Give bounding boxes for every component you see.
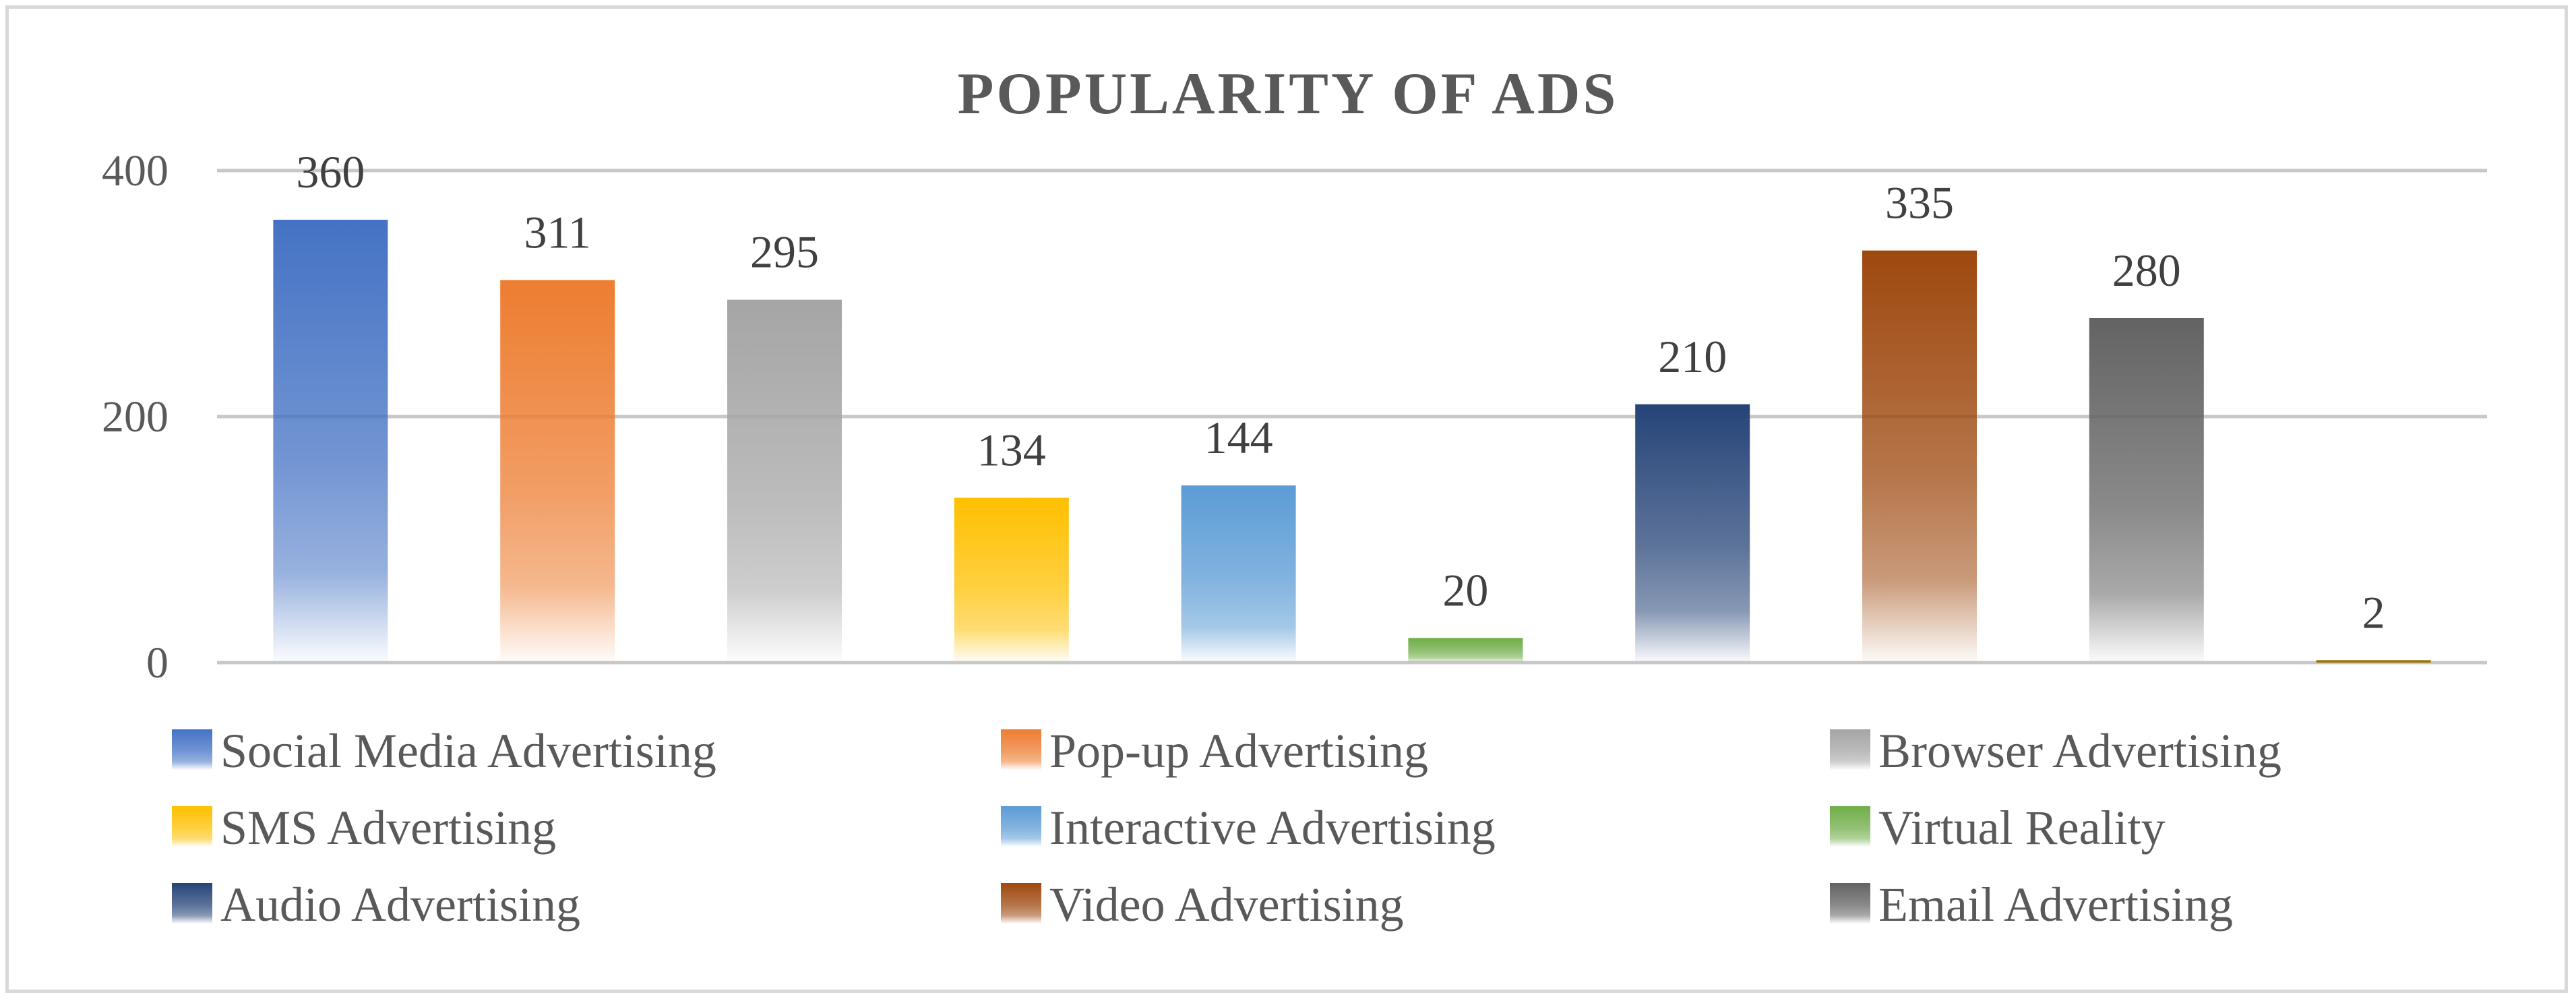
legend-item-label: Audio Advertising (220, 878, 580, 932)
bar (1862, 250, 1977, 663)
bar (500, 280, 615, 663)
legend-swatch (1830, 883, 1870, 923)
legend-swatch (172, 883, 212, 923)
legend-swatch (172, 806, 212, 847)
bars (273, 220, 2431, 663)
data-label: 144 (1204, 412, 1273, 463)
bar (1635, 404, 1750, 663)
y-tick-label: 200 (102, 392, 168, 442)
legend-item-label: Browser Advertising (1878, 724, 2281, 778)
legend-swatch (1001, 729, 1041, 770)
y-tick-label: 0 (146, 638, 168, 688)
legend-swatch (1001, 806, 1041, 847)
legend-item-label: Social Media Advertising (220, 724, 716, 778)
bar (1408, 638, 1523, 663)
legend-item-label: Email Advertising (1878, 878, 2233, 932)
bar (273, 220, 388, 663)
bar (954, 497, 1069, 663)
legend-swatch (172, 729, 212, 770)
bar (2316, 660, 2431, 663)
bar (727, 299, 842, 663)
chart-title: POPULARITY OF ADS (958, 61, 1619, 127)
legend-item-label: Interactive Advertising (1049, 801, 1496, 855)
data-label: 335 (1885, 177, 1954, 229)
legend-swatch (1001, 883, 1041, 923)
bar (1181, 485, 1296, 663)
data-labels: 360 311 295 134 144 20 210 335 280 2 (296, 146, 2385, 638)
legend-swatch (1830, 806, 1870, 847)
data-label: 20 (1442, 565, 1488, 616)
legend-item-label: SMS Advertising (220, 801, 556, 855)
legend-item-label: Pop-up Advertising (1049, 724, 1428, 778)
bar (2089, 318, 2204, 663)
legend-swatch (1830, 729, 1870, 770)
legend-item-label: Virtual Reality (1878, 801, 2166, 855)
y-tick-label: 400 (102, 146, 168, 195)
legend-item-label: Video Advertising (1049, 878, 1404, 932)
legend: Social Media Advertising Pop-up Advertisi… (172, 724, 2281, 932)
data-label: 280 (2112, 245, 2181, 296)
y-axis-ticks: 0 200 400 (102, 146, 168, 688)
data-label: 2 (2362, 586, 2385, 638)
data-label: 210 (1658, 331, 1727, 382)
data-label: 134 (977, 424, 1046, 475)
data-label: 311 (524, 206, 590, 257)
data-label: 360 (296, 146, 365, 198)
data-label: 295 (750, 226, 819, 278)
